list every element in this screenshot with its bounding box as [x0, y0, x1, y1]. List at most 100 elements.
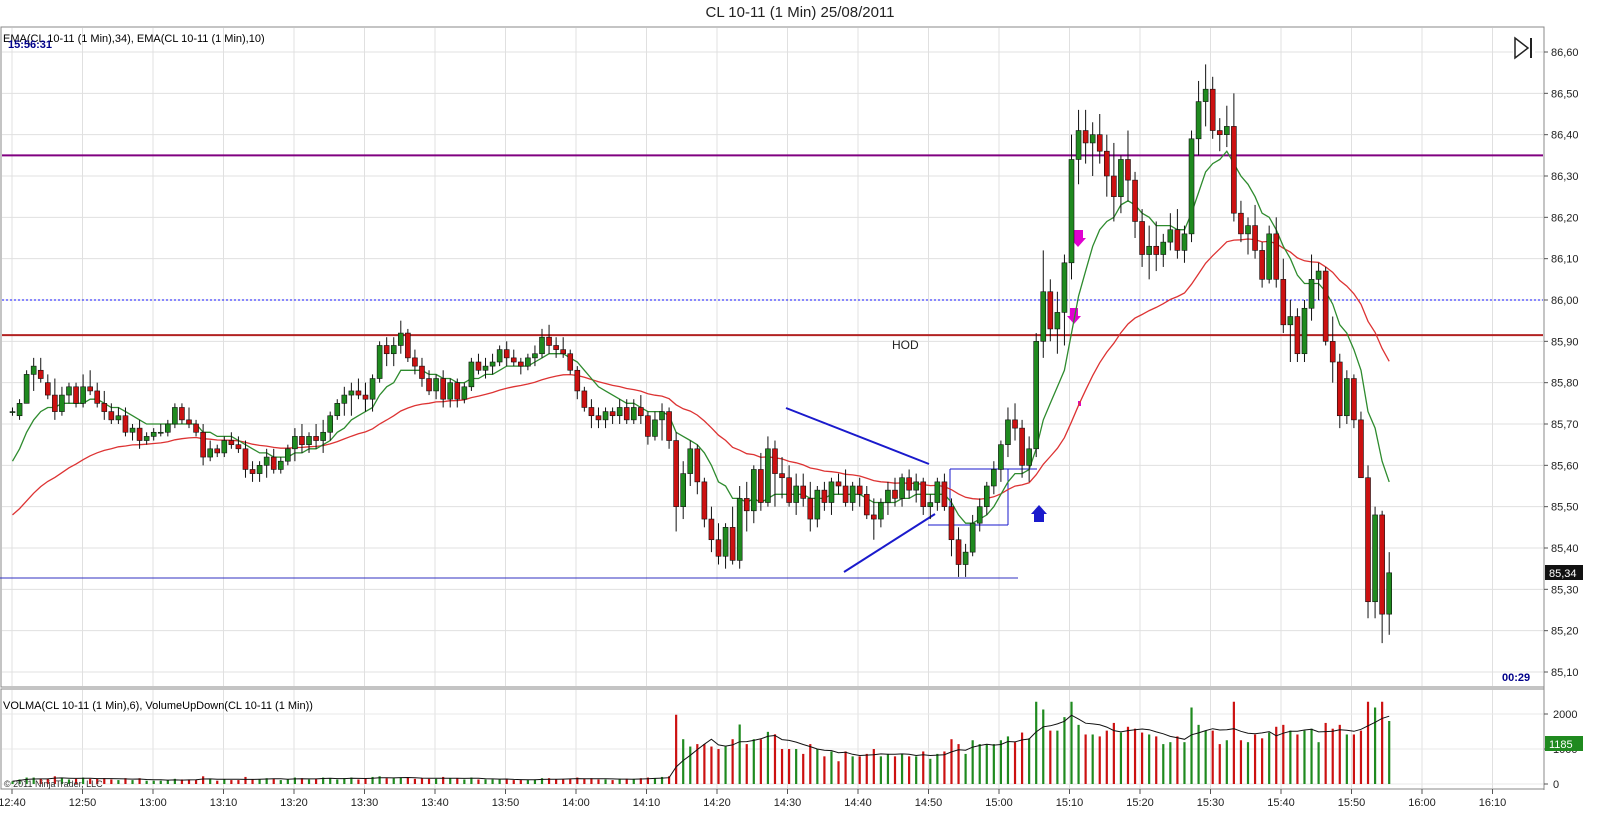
candle-body: [976, 506, 983, 524]
candle-body: [1209, 88, 1216, 131]
candle: [334, 399, 341, 420]
candle: [1047, 279, 1054, 342]
candle: [1245, 217, 1251, 255]
candle: [518, 357, 524, 375]
candle: [1096, 114, 1103, 164]
candle: [1252, 204, 1258, 259]
candle-body: [581, 390, 588, 408]
candle: [969, 514, 976, 557]
candle-body: [962, 551, 969, 565]
candle: [1238, 200, 1244, 243]
candle: [433, 374, 439, 400]
candle-body: [1139, 221, 1145, 255]
volume-ma-path: [12, 714, 1390, 782]
candle: [94, 382, 101, 408]
skip-to-end-icon[interactable]: [1513, 36, 1535, 60]
hod-label[interactable]: HOD: [892, 338, 919, 352]
candle-body: [1096, 134, 1103, 152]
candle: [165, 419, 171, 437]
candle: [602, 407, 609, 429]
candle-body: [623, 407, 630, 421]
candlesticks: [9, 64, 1392, 644]
candle-body: [115, 415, 122, 421]
candle: [355, 378, 362, 400]
candle-body: [1238, 212, 1244, 235]
candle-body: [1322, 270, 1329, 342]
candle: [1026, 436, 1032, 482]
candle-body: [440, 378, 446, 400]
candle-body: [1104, 150, 1110, 177]
candle-body: [878, 502, 884, 520]
y-tick-label: 86,00: [1551, 295, 1579, 307]
candle: [1089, 122, 1096, 176]
candle-body: [256, 465, 263, 474]
candle-body: [969, 522, 976, 553]
candle: [440, 370, 446, 408]
volume-tick-label: 0: [1553, 779, 1559, 791]
ema-slow-path: [12, 238, 1390, 516]
candle-body: [1075, 130, 1082, 160]
candle: [1266, 225, 1272, 284]
last-price-tag: 85,34: [1545, 565, 1583, 580]
candle-body: [376, 345, 383, 379]
ema-fast-path: [11, 150, 1390, 524]
candle-body: [80, 386, 86, 404]
candle-body: [150, 431, 157, 437]
candle-body: [645, 415, 651, 437]
candle: [567, 349, 574, 375]
x-tick-label: 15:40: [1267, 797, 1295, 809]
candle: [1308, 254, 1315, 321]
triangle-lower-trendline[interactable]: [843, 513, 936, 573]
candle-body: [235, 444, 242, 450]
candle-body: [765, 448, 771, 503]
candle: [1012, 403, 1018, 441]
x-tick-label: 15:50: [1338, 797, 1366, 809]
candle: [609, 407, 616, 424]
y-tick-label: 85,30: [1551, 584, 1579, 596]
volume-ma-line: [12, 714, 1390, 782]
candle: [299, 424, 305, 453]
candle-body: [277, 460, 284, 470]
candle: [913, 473, 919, 503]
candle: [708, 506, 715, 553]
candle-body: [941, 481, 948, 507]
candle: [539, 328, 545, 358]
candle: [878, 498, 884, 528]
candle: [736, 486, 743, 569]
candle-body: [1005, 419, 1011, 445]
candle-body: [715, 539, 722, 557]
candle-body: [1118, 159, 1124, 197]
candle: [1146, 225, 1152, 280]
candle-body: [1266, 233, 1272, 280]
candle: [1224, 105, 1230, 148]
candle: [249, 461, 256, 482]
candle-body: [1019, 427, 1025, 466]
candle: [842, 469, 849, 507]
candle: [59, 386, 65, 416]
candle: [1273, 217, 1280, 288]
y-tick-label: 86,60: [1551, 47, 1579, 59]
candle-body: [1026, 448, 1032, 466]
candle-body: [200, 431, 206, 458]
candle: [186, 407, 192, 429]
candle: [983, 481, 990, 515]
candle-body: [221, 440, 228, 454]
candle-body: [214, 448, 221, 454]
candle: [722, 523, 729, 569]
candle: [214, 444, 221, 458]
candle-body: [821, 489, 828, 503]
candle: [129, 424, 136, 441]
candle-body: [143, 436, 150, 441]
candle-body: [666, 411, 672, 441]
candle: [998, 440, 1004, 482]
triangle-upper-trendline[interactable]: [785, 407, 930, 465]
candle-body: [913, 481, 919, 491]
candle-body: [899, 477, 905, 499]
candle-body: [863, 493, 870, 516]
candle: [461, 382, 468, 404]
candle-body: [743, 498, 750, 512]
x-tick-label: 16:00: [1408, 797, 1436, 809]
candle: [1033, 333, 1039, 458]
candle-body: [1167, 229, 1174, 243]
